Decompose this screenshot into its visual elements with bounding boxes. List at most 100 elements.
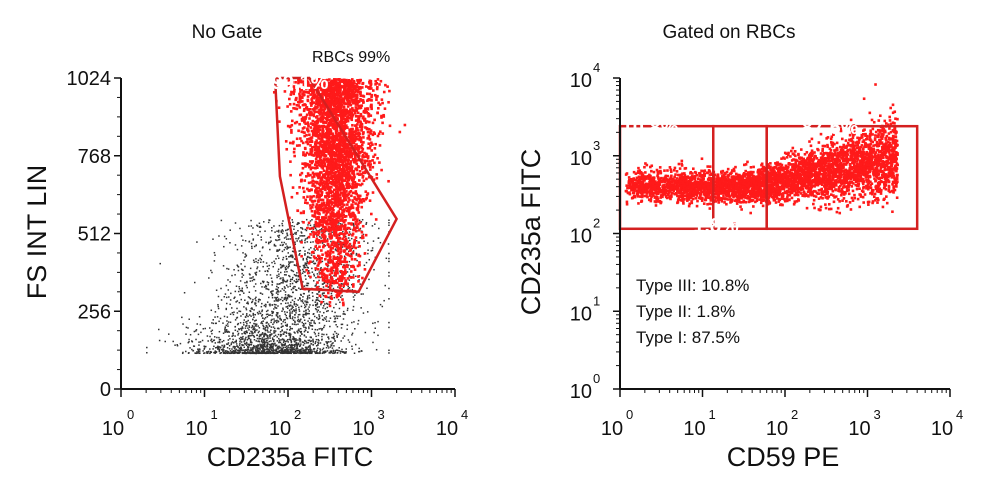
data-point (322, 86, 326, 89)
data-point (287, 267, 289, 269)
data-point (315, 299, 318, 301)
data-point (322, 351, 324, 353)
data-point (245, 325, 247, 327)
data-point (313, 199, 317, 203)
data-point (307, 308, 309, 310)
data-point (224, 331, 226, 333)
data-point (285, 347, 288, 349)
data-point (221, 344, 223, 347)
data-point (283, 319, 285, 321)
data-point (319, 228, 321, 231)
data-point (337, 299, 340, 301)
data-point (334, 311, 336, 314)
data-point (249, 267, 252, 270)
data-point (257, 345, 259, 348)
data-point (305, 163, 309, 167)
data-point (286, 305, 289, 308)
data-point (304, 165, 307, 168)
data-point (261, 347, 264, 349)
data-point (301, 227, 303, 229)
data-point (191, 348, 193, 351)
data-point (232, 352, 234, 354)
data-point (312, 175, 316, 178)
data-point (276, 285, 278, 288)
data-point (305, 310, 307, 312)
data-point (282, 333, 285, 335)
data-point (215, 322, 217, 325)
data-point (256, 266, 259, 268)
data-point (289, 312, 291, 315)
data-point (282, 256, 285, 259)
data-point (218, 348, 221, 351)
data-point (355, 252, 358, 255)
data-point (198, 344, 200, 346)
data-point (299, 293, 302, 296)
data-point (200, 331, 202, 334)
data-point (352, 186, 356, 189)
data-point (302, 352, 305, 354)
data-point (351, 107, 354, 110)
data-point (188, 352, 190, 354)
data-point (314, 303, 317, 306)
data-point (317, 352, 319, 355)
data-point (249, 280, 252, 282)
data-point (341, 211, 344, 215)
data-point (311, 219, 313, 221)
data-point (307, 342, 310, 344)
data-point (258, 347, 260, 349)
data-point (320, 303, 322, 306)
data-point (333, 110, 336, 114)
data-point (365, 193, 369, 197)
data-point (302, 296, 304, 298)
data-point (326, 265, 329, 268)
data-point (244, 299, 246, 301)
data-point (285, 298, 287, 300)
data-point (298, 144, 301, 147)
data-point (338, 143, 342, 147)
data-point (252, 278, 255, 281)
data-point (303, 235, 306, 237)
data-point (269, 274, 272, 276)
data-point (232, 313, 235, 316)
data-point (280, 231, 283, 233)
data-point (266, 352, 269, 354)
data-point (235, 343, 238, 345)
data-point (214, 352, 216, 354)
data-point (245, 308, 248, 311)
data-point (326, 306, 329, 309)
data-point (259, 344, 262, 347)
data-point (301, 341, 304, 343)
data-point (231, 335, 233, 338)
data-point (212, 348, 214, 350)
data-point (347, 91, 350, 95)
data-point (306, 284, 309, 287)
data-point (360, 307, 362, 309)
data-point (198, 348, 201, 350)
data-point (291, 299, 294, 301)
data-point (293, 352, 295, 354)
data-point (317, 196, 321, 199)
data-point (308, 327, 310, 330)
data-point (288, 256, 290, 258)
data-point (288, 338, 291, 341)
data-point (233, 311, 235, 313)
data-point (349, 245, 352, 249)
data-point (329, 105, 333, 109)
data-point (378, 161, 381, 164)
data-point (357, 119, 360, 123)
data-point (377, 334, 379, 337)
data-point (326, 344, 329, 346)
data-point (337, 224, 339, 226)
data-point (258, 310, 261, 313)
data-point (181, 352, 184, 355)
data-point (313, 275, 316, 277)
data-point (334, 248, 337, 250)
data-point (366, 192, 370, 195)
data-point (289, 350, 292, 353)
data-point (293, 280, 296, 282)
data-point (343, 249, 347, 252)
data-point (356, 203, 360, 207)
data-point (316, 293, 319, 295)
data-point (260, 340, 263, 343)
